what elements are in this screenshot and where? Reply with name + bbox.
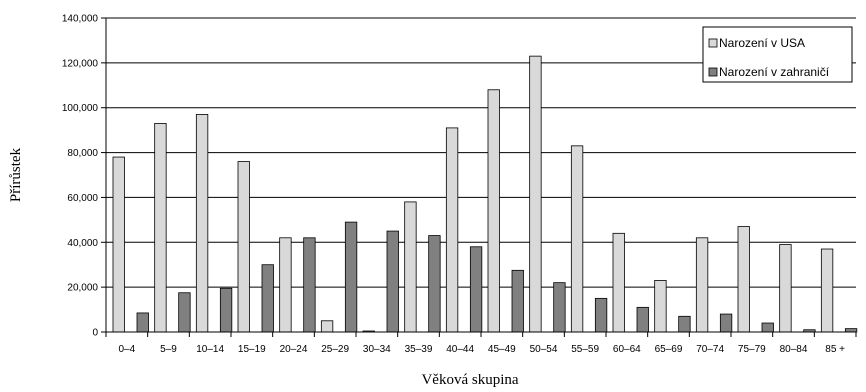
x-tick-label: 25–29 [321,344,349,355]
bar [320,320,334,333]
y-tick-label: 40,000 [67,238,98,249]
legend-box [702,26,853,83]
bar [654,280,667,333]
y-tick-label: 20,000 [67,283,98,294]
bar [529,55,542,333]
x-tick-label: 45–49 [488,344,516,355]
y-axis-title: Přírůstek [8,147,24,202]
x-tick-label: 40–44 [446,344,474,355]
x-tick-label: 55–59 [571,344,599,355]
y-axis-ticks: 0 20,000 40,000 60,000 80,000 100,000 120,000 1… [62,14,106,339]
x-tick-label: 10–14 [196,344,224,355]
bar [428,235,441,333]
x-tick-label: 5–9 [160,344,177,355]
legend: Narození v USA Narození v zahraničí [702,26,853,83]
legend-label: Narození v USA [719,36,805,50]
gridlines [106,17,856,288]
bar [445,127,459,333]
legend-label: Narození v zahraničí [719,65,830,79]
bar [303,237,316,333]
bar [154,123,167,333]
y-tick-label: 0 [92,328,98,339]
x-tick-label: 60–64 [613,344,641,355]
x-tick-label: 85 + [825,344,845,355]
bar [695,237,709,333]
bar [386,230,399,333]
bar [553,282,566,333]
bar [487,89,500,333]
bar [178,292,191,333]
bar [612,232,625,333]
x-tick-label: 80–84 [780,344,808,355]
bar [761,322,774,333]
bar [469,246,483,333]
bar [404,201,417,333]
bar [636,306,649,333]
bar [844,328,858,333]
bars [112,55,858,333]
bar [344,221,358,333]
bar [112,156,125,333]
bar [779,244,792,333]
x-tick-label: 70–74 [696,344,724,355]
x-tick-label: 20–24 [280,344,308,355]
bar [511,269,524,333]
bar [570,145,584,333]
x-tick-label: 50–54 [530,344,558,355]
y-tick-label: 140,000 [62,14,99,25]
y-tick-label: 80,000 [67,148,98,159]
bar [719,313,733,333]
bar [279,237,292,333]
bar [261,264,274,333]
y-tick-label: 100,000 [62,103,99,114]
x-axis-ticks: 0–4 5–9 10–14 15–19 20–24 25–29 30–34 35–39 40–4… [105,332,857,355]
bar [820,248,834,333]
bar [136,312,149,333]
bar [195,114,209,333]
bar [678,315,691,333]
x-tick-label: 15–19 [238,344,266,355]
x-axis-title: Věková skupina [421,372,518,388]
legend-swatch [708,67,718,77]
x-tick-label: 35–39 [405,344,433,355]
bar [219,287,233,333]
bar [737,226,750,333]
y-tick-label: 60,000 [67,193,98,204]
bar [237,161,250,333]
x-tick-label: 75–79 [738,344,766,355]
x-tick-label: 65–69 [655,344,683,355]
legend-swatch [708,38,718,48]
bar [594,297,608,333]
x-tick-label: 0–4 [118,344,135,355]
y-tick-label: 120,000 [62,58,99,69]
x-tick-label: 30–34 [363,344,391,355]
